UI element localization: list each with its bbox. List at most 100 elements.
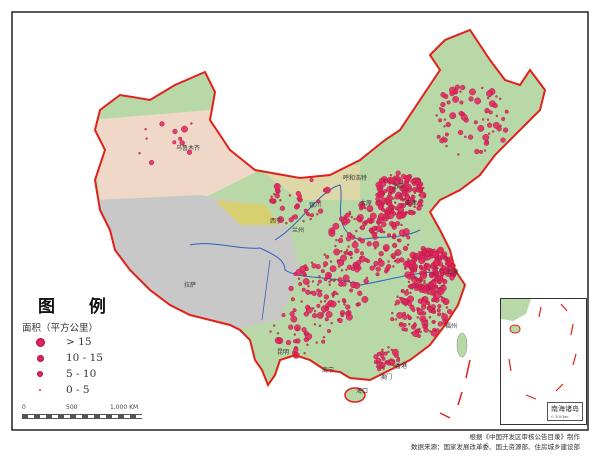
development-zone-dot	[293, 272, 298, 277]
development-zone-dot	[382, 244, 390, 251]
development-zone-dot	[483, 140, 490, 146]
development-zone-dot	[396, 212, 403, 220]
development-zone-dot	[352, 261, 359, 268]
development-zone-dot	[443, 118, 447, 121]
development-zone-dot	[430, 288, 437, 294]
development-zone-dot	[371, 225, 378, 232]
development-zone-dot	[407, 314, 410, 317]
development-zone-dot	[437, 304, 442, 309]
scale-bar: 0 500 1,000 KM	[22, 404, 142, 419]
development-zone-dot	[340, 254, 347, 262]
development-zone-dot	[453, 88, 459, 94]
development-zone-dot	[304, 267, 309, 272]
development-zone-dot	[342, 221, 345, 225]
development-zone-dot	[313, 310, 317, 313]
taiwan-island	[456, 332, 468, 358]
development-zone-dot	[392, 211, 397, 216]
inset-scale: 0 300km	[551, 414, 569, 419]
development-zone-dot	[394, 221, 401, 227]
development-zone-dot	[392, 265, 395, 268]
development-zone-dot	[347, 264, 353, 270]
development-zone-dot	[292, 308, 297, 313]
development-zone-dot	[318, 208, 324, 214]
development-zone-dot	[325, 254, 330, 259]
legend-label: 10 - 15	[66, 352, 103, 364]
development-zone-dot	[383, 216, 387, 220]
development-zone-dot	[190, 122, 193, 125]
development-zone-dot	[311, 280, 315, 283]
dot-large-icon	[35, 337, 45, 347]
development-zone-dot	[294, 204, 300, 210]
development-zone-dot	[430, 329, 438, 337]
development-zone-dot	[347, 245, 350, 248]
development-zone-dot	[392, 197, 395, 200]
development-zone-dot	[495, 114, 498, 118]
development-zone-dot	[443, 125, 446, 128]
development-zone-dot	[318, 324, 322, 327]
development-zone-dot	[449, 275, 455, 281]
development-zone-dot	[305, 289, 311, 295]
development-zone-dot	[400, 223, 403, 227]
development-zone-dot	[399, 257, 405, 263]
development-zone-dot	[377, 257, 382, 262]
development-zone-dot	[395, 170, 401, 176]
development-zone-dot	[440, 92, 446, 98]
development-zone-dot	[312, 313, 318, 319]
development-zone-dot	[390, 317, 395, 322]
development-zone-dot	[391, 207, 395, 211]
development-zone-dot	[407, 258, 410, 261]
development-zone-dot	[445, 121, 451, 128]
development-zone-dot	[387, 350, 390, 354]
development-zone-dot	[440, 297, 446, 303]
development-zone-dot	[322, 336, 326, 339]
development-zone-dot	[407, 196, 415, 204]
scale-tick: 1,000 KM	[110, 404, 139, 411]
development-zone-dot	[422, 267, 427, 272]
development-zone-dot	[391, 224, 394, 228]
development-zone-dot	[397, 203, 403, 209]
dot-medium-icon	[36, 354, 44, 362]
development-zone-dot	[145, 137, 148, 140]
development-zone-dot	[359, 238, 366, 244]
development-zone-dot	[312, 307, 315, 310]
development-zone-dot	[298, 282, 303, 287]
development-zone-dot	[270, 195, 273, 198]
development-zone-dot	[438, 281, 442, 285]
development-zone-dot	[322, 311, 325, 314]
development-zone-dot	[343, 251, 346, 254]
development-zone-dot	[418, 327, 421, 331]
development-zone-dot	[293, 339, 298, 344]
development-zone-dot	[301, 327, 307, 333]
development-zone-dot	[340, 313, 345, 318]
development-zone-dot	[353, 217, 356, 221]
development-zone-dot	[402, 228, 410, 236]
development-zone-dot	[412, 266, 415, 269]
development-zone-dot	[419, 254, 424, 259]
development-zone-dot	[329, 265, 337, 273]
development-zone-dot	[500, 137, 506, 143]
development-zone-dot	[440, 295, 443, 298]
development-zone-dot	[273, 182, 281, 190]
development-zone-dot	[392, 359, 395, 362]
development-zone-dot	[399, 296, 402, 300]
development-zone-dot	[487, 132, 491, 135]
development-zone-dot	[444, 132, 449, 137]
development-zone-dot	[459, 90, 462, 93]
development-zone-dot	[419, 272, 427, 280]
development-zone-dot	[351, 241, 359, 249]
development-zone-dot	[439, 138, 445, 144]
development-zone-dot	[428, 316, 432, 319]
development-zone-dot	[437, 288, 445, 295]
development-zone-dot	[404, 175, 411, 182]
development-zone-dot	[408, 284, 411, 287]
development-zone-dot	[433, 311, 436, 314]
development-zone-dot	[377, 191, 382, 196]
development-zone-dot	[345, 248, 349, 252]
legend-label: > 15	[66, 336, 92, 348]
development-zone-dot	[303, 332, 307, 335]
development-zone-dot	[389, 185, 394, 190]
dot-tiny-icon	[39, 389, 41, 391]
city-label: 南宁	[322, 366, 334, 374]
development-zone-dot	[413, 277, 417, 280]
development-zone-dot	[332, 222, 340, 230]
